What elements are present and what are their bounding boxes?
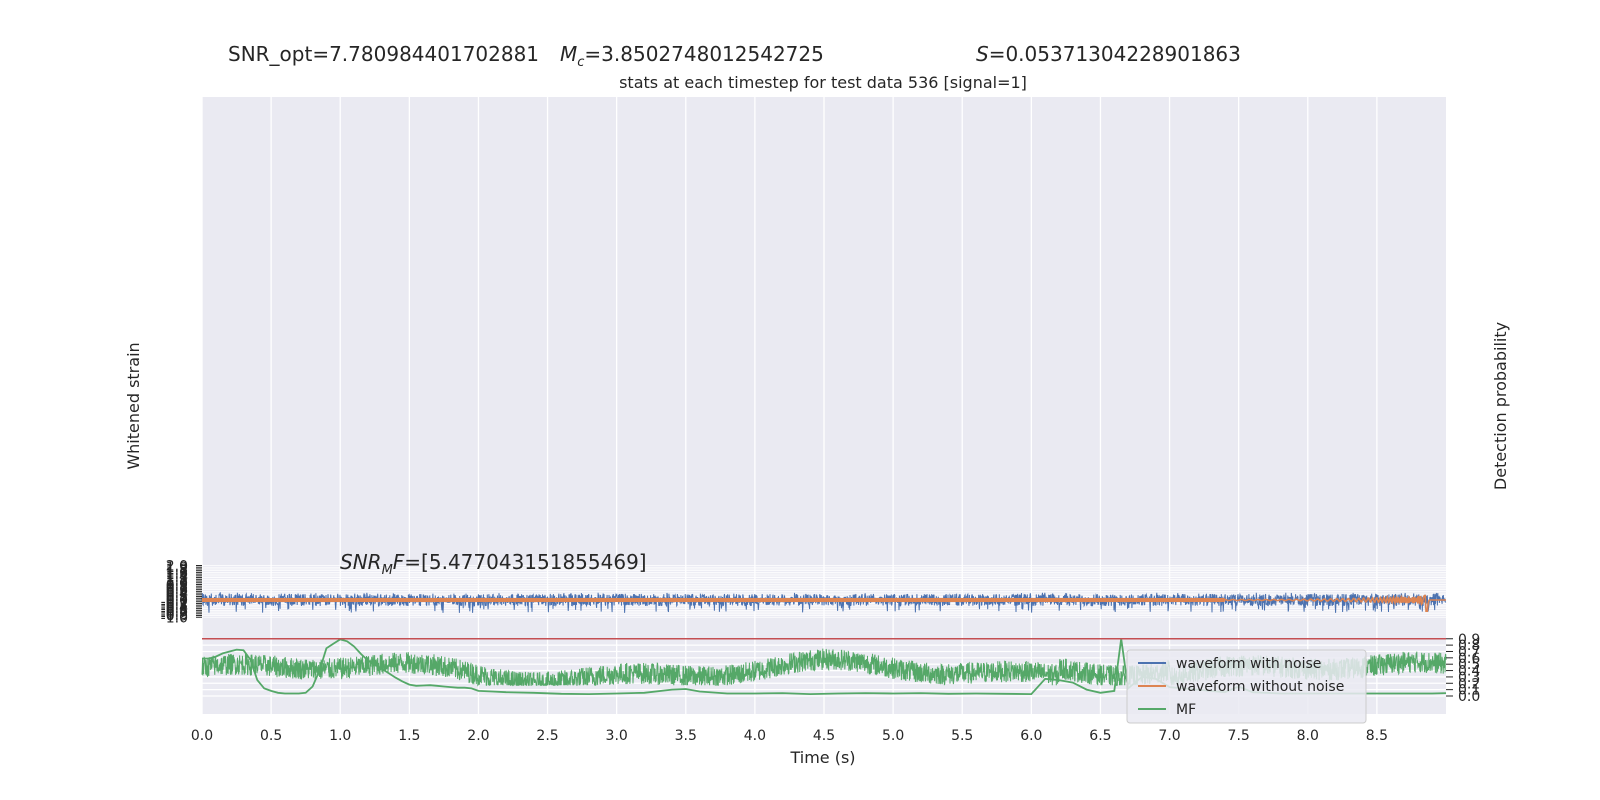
left-tick-label-27: 1.7 [166, 564, 188, 580]
left-tick-label-12: 0.2 [166, 590, 188, 606]
left-tick-label-28: 1.8 [166, 562, 188, 578]
left-tick-label-14: 0.4 [166, 586, 188, 602]
snr-mf-annotation: SNRMF=[5.477043151855469] [340, 550, 647, 578]
left-tick-label-8: -0.2 [161, 596, 188, 612]
legend-label-noise: waveform with noise [1176, 656, 1321, 672]
x-axis-label: Time (s) [789, 748, 855, 767]
left-tick-label-19: 0.9 [166, 577, 188, 593]
x-axis-ticks: 0.0 0.5 1.0 1.5 2.0 2.5 3.0 3.5 4.0 4.5 5.0 5.5 6.0 6… [191, 728, 1388, 744]
x-tick-label-9: 4.5 [813, 728, 835, 744]
left-tick-label-7: -0.3 [161, 598, 188, 614]
left-tick-label-30: 2.0 [166, 559, 188, 575]
x-tick-label-7: 3.5 [675, 728, 697, 744]
right-tick-label-4: 0.4 [1458, 664, 1480, 680]
axes-subtitle: stats at each timestep for test data 536… [619, 73, 1027, 92]
left-tick-label-23: 1.3 [166, 571, 188, 587]
right-tick-label-0: 0.0 [1458, 689, 1480, 705]
left-tick-label-18: 0.8 [166, 579, 188, 595]
x-grid [201, 97, 1378, 714]
x-tick-label-10: 5.0 [882, 728, 904, 744]
left-axis-label: Whitened strain [124, 342, 143, 469]
snr-mf-symbol: SNR [340, 550, 382, 574]
x-tick-label-0: 0.0 [191, 728, 213, 744]
right-tick-label-9: 0.9 [1458, 632, 1480, 648]
right-axis-label: Detection probability [1491, 322, 1510, 490]
left-tick-label-1: -0.9 [161, 609, 188, 625]
chirp-mass-symbol: M [560, 42, 577, 66]
left-tick-label-29: 1.9 [166, 560, 188, 576]
legend-frame [1126, 649, 1367, 724]
snr-opt-title: SNR_opt=7.780984401702881 [228, 42, 539, 66]
x-tick-label-11: 5.5 [951, 728, 973, 744]
right-axis-ticks: 0.00.10.20.30.40.50.60.70.80.9 [1446, 632, 1480, 705]
waveform-without-noise-line [202, 594, 1446, 612]
right-tick-label-6: 0.6 [1458, 651, 1480, 667]
left-tick-label-21: 1.1 [166, 574, 188, 590]
left-tick-label-15: 0.5 [166, 584, 188, 600]
left-tick-label-22: 1.2 [166, 572, 188, 588]
x-tick-label-12: 6.0 [1020, 728, 1042, 744]
x-tick-label-16: 8.0 [1297, 728, 1319, 744]
snr-mf-subscript: M [382, 563, 393, 578]
left-axis-ticks: -1.0-0.9-0.8-0.7-0.6-0.5-0.4-0.3-0.2-0.1… [161, 559, 202, 626]
legend: waveform with noise waveform without noi… [1126, 649, 1367, 724]
x-tick-label-8: 4.0 [744, 728, 766, 744]
right-tick-label-3: 0.3 [1458, 670, 1480, 686]
x-tick-label-14: 7.0 [1158, 728, 1180, 744]
x-tick-label-2: 1.0 [329, 728, 351, 744]
left-tick-label-6: -0.4 [161, 600, 188, 616]
x-tick-label-5: 2.5 [536, 728, 558, 744]
x-tick-label-13: 6.5 [1089, 728, 1111, 744]
right-tick-label-1: 0.1 [1458, 683, 1480, 699]
chirp-mass-title: Mc=3.8502748012542725 [560, 42, 824, 70]
left-tick-label-17: 0.7 [166, 581, 188, 597]
chirp-mass-subscript: c [577, 55, 584, 70]
left-tick-label-26: 1.6 [166, 565, 188, 581]
snr-mf-value: =[5.477043151855469] [404, 550, 646, 574]
left-tick-label-2: -0.8 [161, 607, 188, 623]
noise-path [201, 591, 1447, 613]
chirp-mass-value: =3.8502748012542725 [584, 42, 823, 66]
left-tick-label-24: 1.4 [166, 569, 188, 585]
s-title: S=0.05371304228901863 [976, 42, 1241, 66]
x-tick-label-1: 0.5 [260, 728, 282, 744]
left-tick-label-5: -0.5 [161, 602, 188, 618]
x-tick-label-4: 2.0 [467, 728, 489, 744]
snr-mf-rest: F [393, 550, 405, 574]
s-value: =0.05371304228901863 [989, 42, 1241, 66]
left-tick-label-20: 1.0 [166, 576, 188, 592]
x-tick-label-3: 1.5 [398, 728, 420, 744]
left-tick-label-9: -0.1 [161, 595, 188, 611]
left-tick-label-25: 1.5 [166, 567, 188, 583]
left-tick-label-0: -1.0 [161, 610, 188, 626]
right-tick-label-8: 0.8 [1458, 638, 1480, 654]
x-tick-label-6: 3.0 [606, 728, 628, 744]
x-tick-label-17: 8.5 [1366, 728, 1388, 744]
s-symbol: S [976, 42, 989, 66]
left-tick-label-4: -0.6 [161, 603, 188, 619]
right-tick-label-2: 0.2 [1458, 676, 1480, 692]
right-tick-label-7: 0.7 [1458, 644, 1480, 660]
legend-label-clean: waveform without noise [1176, 679, 1344, 695]
left-tick-label-13: 0.3 [166, 588, 188, 604]
left-tick-label-3: -0.7 [161, 605, 188, 621]
right-tick-label-5: 0.5 [1458, 657, 1480, 673]
left-tick-label-16: 0.6 [166, 583, 188, 599]
waveform-with-noise-line [201, 591, 1447, 613]
legend-label-mf: MF [1176, 702, 1196, 718]
left-tick-label-11: 0.1 [166, 591, 188, 607]
x-tick-label-15: 7.5 [1228, 728, 1250, 744]
left-tick-label-10: 0.0 [166, 593, 188, 609]
